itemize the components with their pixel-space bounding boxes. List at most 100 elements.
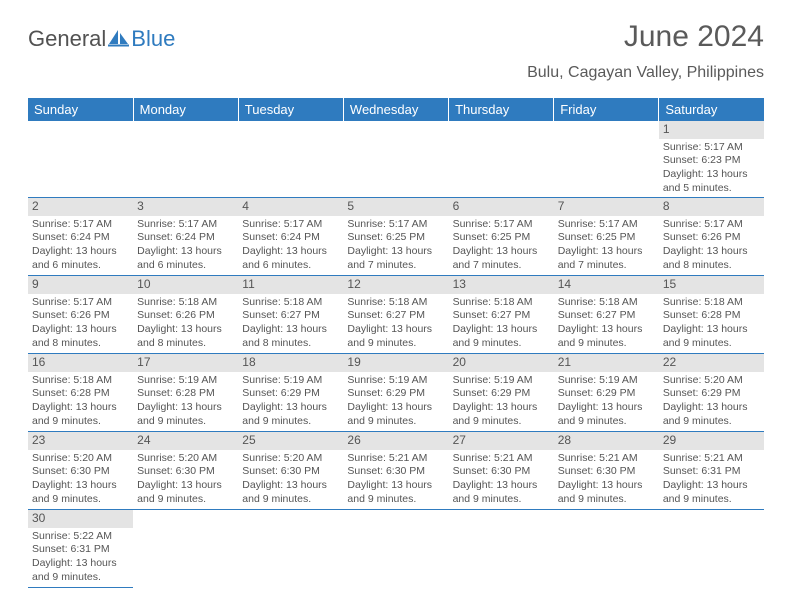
sunset-line: Sunset: 6:28 PM — [32, 387, 129, 401]
day-number: 7 — [554, 198, 659, 216]
sunset-line: Sunset: 6:29 PM — [558, 387, 655, 401]
day-details: Sunrise: 5:17 AMSunset: 6:25 PMDaylight:… — [343, 218, 448, 275]
sunrise-line: Sunrise: 5:17 AM — [663, 218, 760, 232]
calendar-day-cell: 15 Sunrise: 5:18 AMSunset: 6:28 PMDayligh… — [659, 276, 764, 354]
sunset-line: Sunset: 6:31 PM — [32, 543, 129, 557]
sunrise-line: Sunrise: 5:18 AM — [347, 296, 444, 310]
day-details: Sunrise: 5:18 AMSunset: 6:27 PMDaylight:… — [449, 296, 554, 353]
day-number: 16 — [28, 354, 133, 372]
sunset-line: Sunset: 6:28 PM — [137, 387, 234, 401]
sunset-line: Sunset: 6:30 PM — [242, 465, 339, 479]
calendar-day-cell: 17Sunrise: 5:19 AMSunset: 6:28 PMDayligh… — [133, 354, 238, 432]
day-number: 5 — [343, 198, 448, 216]
weekday-header-row: SundayMondayTuesdayWednesdayThursdayFrid… — [28, 98, 764, 121]
calendar-empty-cell — [133, 121, 238, 198]
weekday-header: Friday — [554, 98, 659, 121]
daylight-line: Daylight: 13 hours and 5 minutes. — [663, 168, 760, 195]
sunrise-line: Sunrise: 5:20 AM — [242, 452, 339, 466]
calendar-empty-cell — [238, 510, 343, 588]
daylight-line: Daylight: 13 hours and 9 minutes. — [347, 401, 444, 428]
day-number: 13 — [449, 276, 554, 294]
day-number: 12 — [343, 276, 448, 294]
sunrise-line: Sunrise: 5:17 AM — [663, 141, 760, 155]
day-number: 25 — [238, 432, 343, 450]
sunset-line: Sunset: 6:26 PM — [32, 309, 129, 323]
calendar-day-cell: 20Sunrise: 5:19 AMSunset: 6:29 PMDayligh… — [449, 354, 554, 432]
daylight-line: Daylight: 13 hours and 9 minutes. — [453, 401, 550, 428]
daylight-line: Daylight: 13 hours and 9 minutes. — [663, 323, 760, 350]
day-details: Sunrise: 5:21 AMSunset: 6:30 PMDaylight:… — [554, 452, 659, 509]
sunset-line: Sunset: 6:27 PM — [242, 309, 339, 323]
day-number: 28 — [554, 432, 659, 450]
sunset-line: Sunset: 6:29 PM — [242, 387, 339, 401]
day-details: Sunrise: 5:19 AMSunset: 6:29 PMDaylight:… — [554, 374, 659, 431]
day-number: 15 — [659, 276, 764, 294]
calendar-week-row: 1Sunrise: 5:17 AMSunset: 6:23 PMDaylight… — [28, 121, 764, 198]
sunrise-line: Sunrise: 5:18 AM — [242, 296, 339, 310]
sunset-line: Sunset: 6:30 PM — [32, 465, 129, 479]
calendar-empty-cell — [659, 510, 764, 588]
calendar-day-cell: 4Sunrise: 5:17 AMSunset: 6:24 PMDaylight… — [238, 198, 343, 276]
day-details: Sunrise: 5:18 AMSunset: 6:28 PMDaylight:… — [659, 296, 764, 353]
day-details: Sunrise: 5:17 AMSunset: 6:26 PMDaylight:… — [28, 296, 133, 353]
calendar-day-cell: 16Sunrise: 5:18 AMSunset: 6:28 PMDayligh… — [28, 354, 133, 432]
day-number: 21 — [554, 354, 659, 372]
calendar-empty-cell — [554, 121, 659, 198]
sunrise-line: Sunrise: 5:21 AM — [663, 452, 760, 466]
sunset-line: Sunset: 6:29 PM — [453, 387, 550, 401]
day-details: Sunrise: 5:17 AMSunset: 6:25 PMDaylight:… — [554, 218, 659, 275]
sunrise-line: Sunrise: 5:18 AM — [137, 296, 234, 310]
daylight-line: Daylight: 13 hours and 8 minutes. — [137, 323, 234, 350]
day-details: Sunrise: 5:17 AMSunset: 6:25 PMDaylight:… — [449, 218, 554, 275]
sunrise-line: Sunrise: 5:18 AM — [32, 374, 129, 388]
day-number: 18 — [238, 354, 343, 372]
calendar-day-cell: 7 Sunrise: 5:17 AMSunset: 6:25 PMDaylight… — [554, 198, 659, 276]
day-number: 2 — [28, 198, 133, 216]
sunset-line: Sunset: 6:24 PM — [137, 231, 234, 245]
daylight-line: Daylight: 13 hours and 8 minutes. — [663, 245, 760, 272]
calendar-day-cell: 21 Sunrise: 5:19 AMSunset: 6:29 PMDayligh… — [554, 354, 659, 432]
calendar-day-cell: 18 Sunrise: 5:19 AMSunset: 6:29 PMDayligh… — [238, 354, 343, 432]
sunset-line: Sunset: 6:27 PM — [347, 309, 444, 323]
calendar-day-cell: 13 Sunrise: 5:18 AMSunset: 6:27 PMDayligh… — [449, 276, 554, 354]
calendar-day-cell: 28 Sunrise: 5:21 AMSunset: 6:30 PMDayligh… — [554, 432, 659, 510]
page-title: June 2024 — [624, 20, 764, 54]
daylight-line: Daylight: 13 hours and 9 minutes. — [558, 401, 655, 428]
calendar-week-row: 9Sunrise: 5:17 AMSunset: 6:26 PMDaylight… — [28, 276, 764, 354]
daylight-line: Daylight: 13 hours and 7 minutes. — [558, 245, 655, 272]
day-number: 19 — [343, 354, 448, 372]
daylight-line: Daylight: 13 hours and 9 minutes. — [137, 479, 234, 506]
sunrise-line: Sunrise: 5:17 AM — [32, 218, 129, 232]
day-number: 14 — [554, 276, 659, 294]
daylight-line: Daylight: 13 hours and 6 minutes. — [137, 245, 234, 272]
calendar-day-cell: 11 Sunrise: 5:18 AMSunset: 6:27 PMDayligh… — [238, 276, 343, 354]
daylight-line: Daylight: 13 hours and 9 minutes. — [242, 401, 339, 428]
calendar-day-cell: 5 Sunrise: 5:17 AMSunset: 6:25 PMDaylight… — [343, 198, 448, 276]
calendar-day-cell: 2Sunrise: 5:17 AMSunset: 6:24 PMDaylight… — [28, 198, 133, 276]
calendar-day-cell: 24Sunrise: 5:20 AMSunset: 6:30 PMDayligh… — [133, 432, 238, 510]
sunset-line: Sunset: 6:31 PM — [663, 465, 760, 479]
day-number: 1 — [659, 121, 764, 139]
day-details: Sunrise: 5:21 AMSunset: 6:31 PMDaylight:… — [659, 452, 764, 509]
day-number: 8 — [659, 198, 764, 216]
calendar-empty-cell — [28, 121, 133, 198]
day-number: 30 — [28, 510, 133, 528]
sunrise-line: Sunrise: 5:20 AM — [663, 374, 760, 388]
day-number: 11 — [238, 276, 343, 294]
sunset-line: Sunset: 6:30 PM — [347, 465, 444, 479]
weekday-header: Tuesday — [238, 98, 343, 121]
sunset-line: Sunset: 6:30 PM — [453, 465, 550, 479]
sunset-line: Sunset: 6:24 PM — [242, 231, 339, 245]
sunset-line: Sunset: 6:25 PM — [347, 231, 444, 245]
daylight-line: Daylight: 13 hours and 9 minutes. — [137, 401, 234, 428]
sunrise-line: Sunrise: 5:19 AM — [242, 374, 339, 388]
daylight-line: Daylight: 13 hours and 7 minutes. — [453, 245, 550, 272]
sunrise-line: Sunrise: 5:20 AM — [32, 452, 129, 466]
day-number: 6 — [449, 198, 554, 216]
weekday-header: Monday — [133, 98, 238, 121]
calendar-day-cell: 22Sunrise: 5:20 AMSunset: 6:29 PMDayligh… — [659, 354, 764, 432]
day-details: Sunrise: 5:18 AMSunset: 6:27 PMDaylight:… — [238, 296, 343, 353]
daylight-line: Daylight: 13 hours and 9 minutes. — [663, 401, 760, 428]
sunset-line: Sunset: 6:27 PM — [453, 309, 550, 323]
sunrise-line: Sunrise: 5:17 AM — [137, 218, 234, 232]
